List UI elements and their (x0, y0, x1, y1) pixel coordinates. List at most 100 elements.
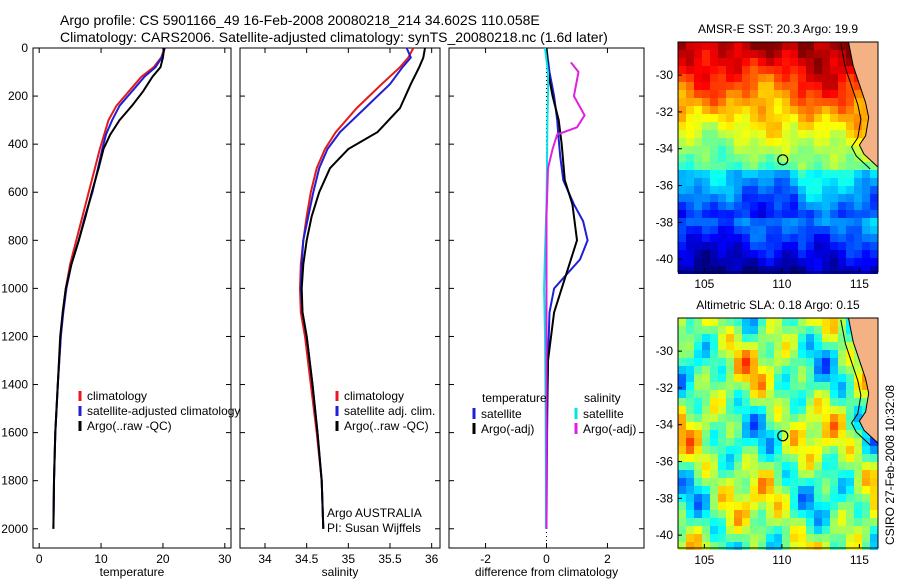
map-cell (758, 162, 766, 170)
map-cell (774, 334, 782, 342)
map-cell (782, 398, 790, 406)
map-cell (774, 170, 782, 178)
map-cell (782, 210, 790, 218)
x-tick-label: 0 (36, 552, 43, 566)
map-cell (862, 486, 870, 494)
map-cell (782, 374, 790, 382)
map-cell (718, 122, 726, 130)
map-cell (846, 342, 854, 350)
map-cell (766, 518, 774, 526)
map-cell (830, 374, 838, 382)
map-cell (734, 162, 742, 170)
depth-contour (840, 43, 871, 170)
map-cell (774, 342, 782, 350)
map-cell (838, 218, 846, 226)
map-cell (718, 90, 726, 98)
map-cell (814, 234, 822, 242)
map-cell (678, 194, 686, 202)
map-cell (710, 534, 718, 542)
map-cell (702, 58, 710, 66)
legend-label: satellite-adjusted climatology (87, 404, 240, 418)
map-cell (806, 526, 814, 534)
map-cell (750, 430, 758, 438)
map-cell (734, 478, 742, 486)
map-cell (870, 478, 878, 486)
map-cell (734, 130, 742, 138)
map-cell (726, 438, 734, 446)
map-cell (854, 446, 862, 454)
map-cell (814, 98, 822, 106)
map-cell (782, 258, 790, 266)
map-cell (774, 90, 782, 98)
map-cell (798, 186, 806, 194)
map-cell (790, 58, 798, 66)
map-cell (694, 334, 702, 342)
map-cell (734, 374, 742, 382)
map-cell (814, 82, 822, 90)
map-cell (782, 226, 790, 234)
map-cell (758, 398, 766, 406)
map-cell (718, 382, 726, 390)
map-cell (862, 266, 870, 274)
map-cell (718, 398, 726, 406)
map-cell (870, 486, 878, 494)
map-cell (814, 66, 822, 74)
map-cell (790, 178, 798, 186)
map-cell (854, 242, 862, 250)
map-cell (830, 234, 838, 242)
map-cell (766, 90, 774, 98)
map-cell (806, 406, 814, 414)
map-cell (766, 98, 774, 106)
map-cell (814, 398, 822, 406)
map-cell (798, 438, 806, 446)
map-cell (814, 266, 822, 274)
map-cell (870, 454, 878, 462)
map-cell (822, 342, 830, 350)
map-cell (814, 130, 822, 138)
map-cell (766, 390, 774, 398)
map-cell (678, 438, 686, 446)
map-cell (862, 470, 870, 478)
map-cell (694, 146, 702, 154)
map-cell (686, 382, 694, 390)
map-cell (694, 258, 702, 266)
map-cell (798, 122, 806, 130)
map-cell (862, 106, 870, 114)
map-cell (774, 454, 782, 462)
map-cell (718, 210, 726, 218)
map-cell (790, 438, 798, 446)
map-cell (686, 114, 694, 122)
map-cell (726, 58, 734, 66)
map-cell (718, 478, 726, 486)
map-cell (846, 82, 854, 90)
map-cell (726, 318, 734, 326)
map-cell (854, 146, 862, 154)
map-cell (702, 82, 710, 90)
map-cell (830, 398, 838, 406)
map-cell (782, 82, 790, 90)
map-cell (710, 234, 718, 242)
map-cell (726, 90, 734, 98)
map-cell (838, 90, 846, 98)
y-tick-label: 1600 (1, 426, 28, 440)
map-cell (702, 226, 710, 234)
argo-position-marker (777, 154, 789, 166)
map-cell (694, 210, 702, 218)
map-cell (742, 326, 750, 334)
map-cell (862, 194, 870, 202)
map-cell (846, 122, 854, 130)
map-cell (862, 178, 870, 186)
map-cell (814, 470, 822, 478)
map-cell (758, 494, 766, 502)
map-cell (822, 58, 830, 66)
map-cell (774, 178, 782, 186)
map-cell (822, 382, 830, 390)
map-cell (806, 218, 814, 226)
map-cell (854, 218, 862, 226)
timestamp-vertical: CSIRO 27-Feb-2008 10:32:08 (883, 385, 897, 545)
map-cell (750, 106, 758, 114)
map-cell (854, 454, 862, 462)
map-cell (726, 342, 734, 350)
map-cell (822, 74, 830, 82)
map-cell (854, 202, 862, 210)
